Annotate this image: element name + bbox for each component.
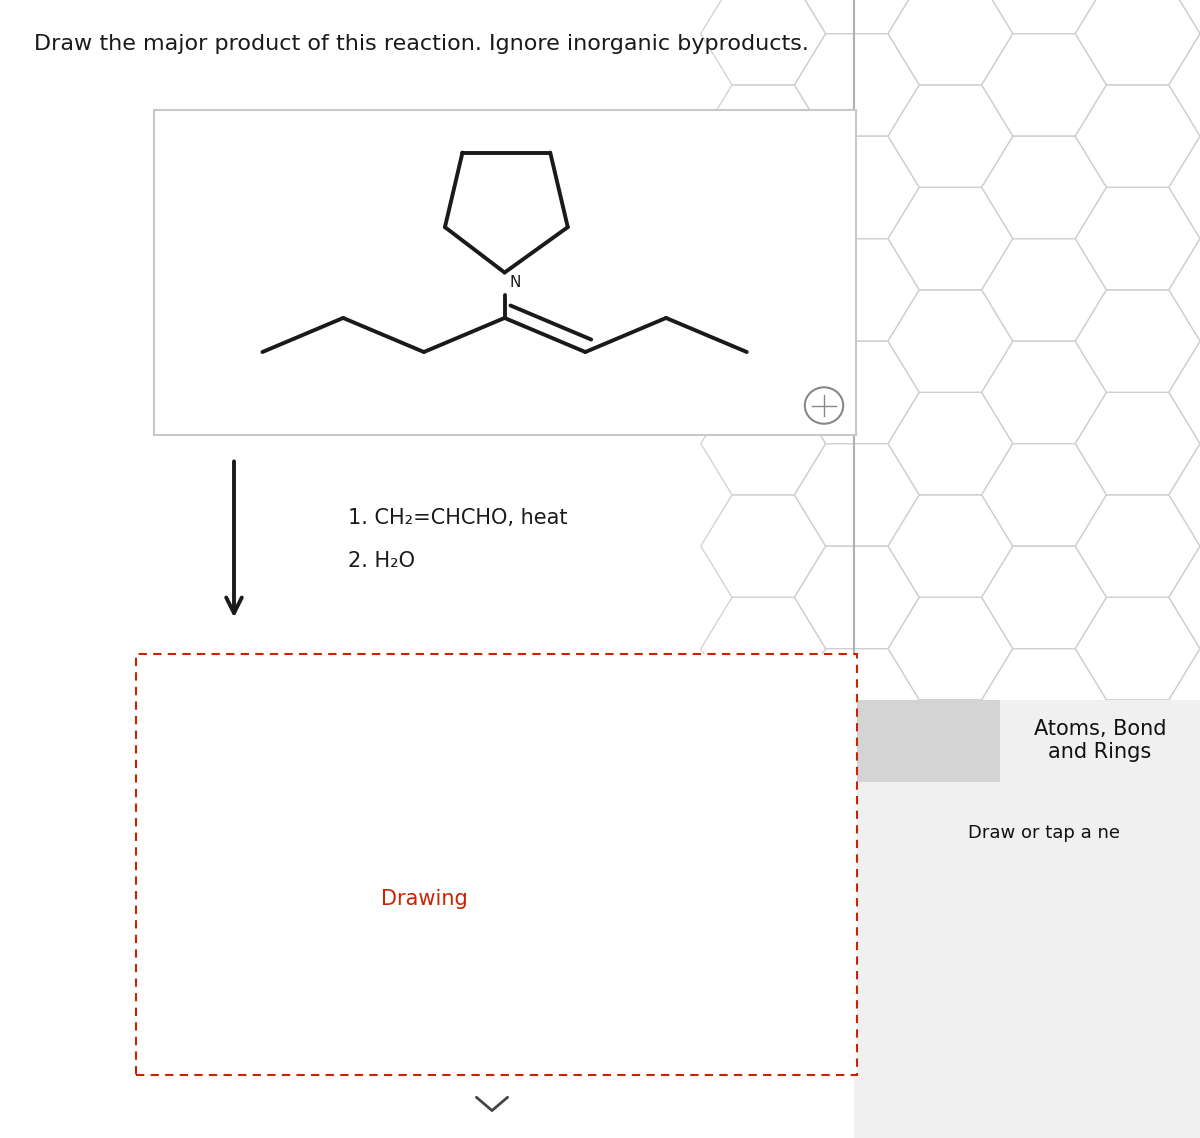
Bar — [854, 0, 1200, 700]
Text: 2. H₂O: 2. H₂O — [348, 551, 415, 571]
Text: Draw the major product of this reaction. Ignore inorganic byproducts.: Draw the major product of this reaction.… — [34, 34, 809, 55]
Bar — [136, 654, 857, 1075]
Text: Atoms, Bond
and Rings: Atoms, Bond and Rings — [1033, 719, 1166, 762]
Bar — [1000, 700, 1200, 782]
Bar — [154, 110, 856, 435]
Bar — [854, 700, 1000, 782]
Text: Drawing: Drawing — [380, 889, 468, 908]
Text: Draw or tap a ne: Draw or tap a ne — [968, 824, 1121, 842]
Text: 1. CH₂=CHCHO, heat: 1. CH₂=CHCHO, heat — [348, 508, 568, 528]
Text: N: N — [509, 275, 521, 290]
Bar — [854, 782, 1200, 1138]
